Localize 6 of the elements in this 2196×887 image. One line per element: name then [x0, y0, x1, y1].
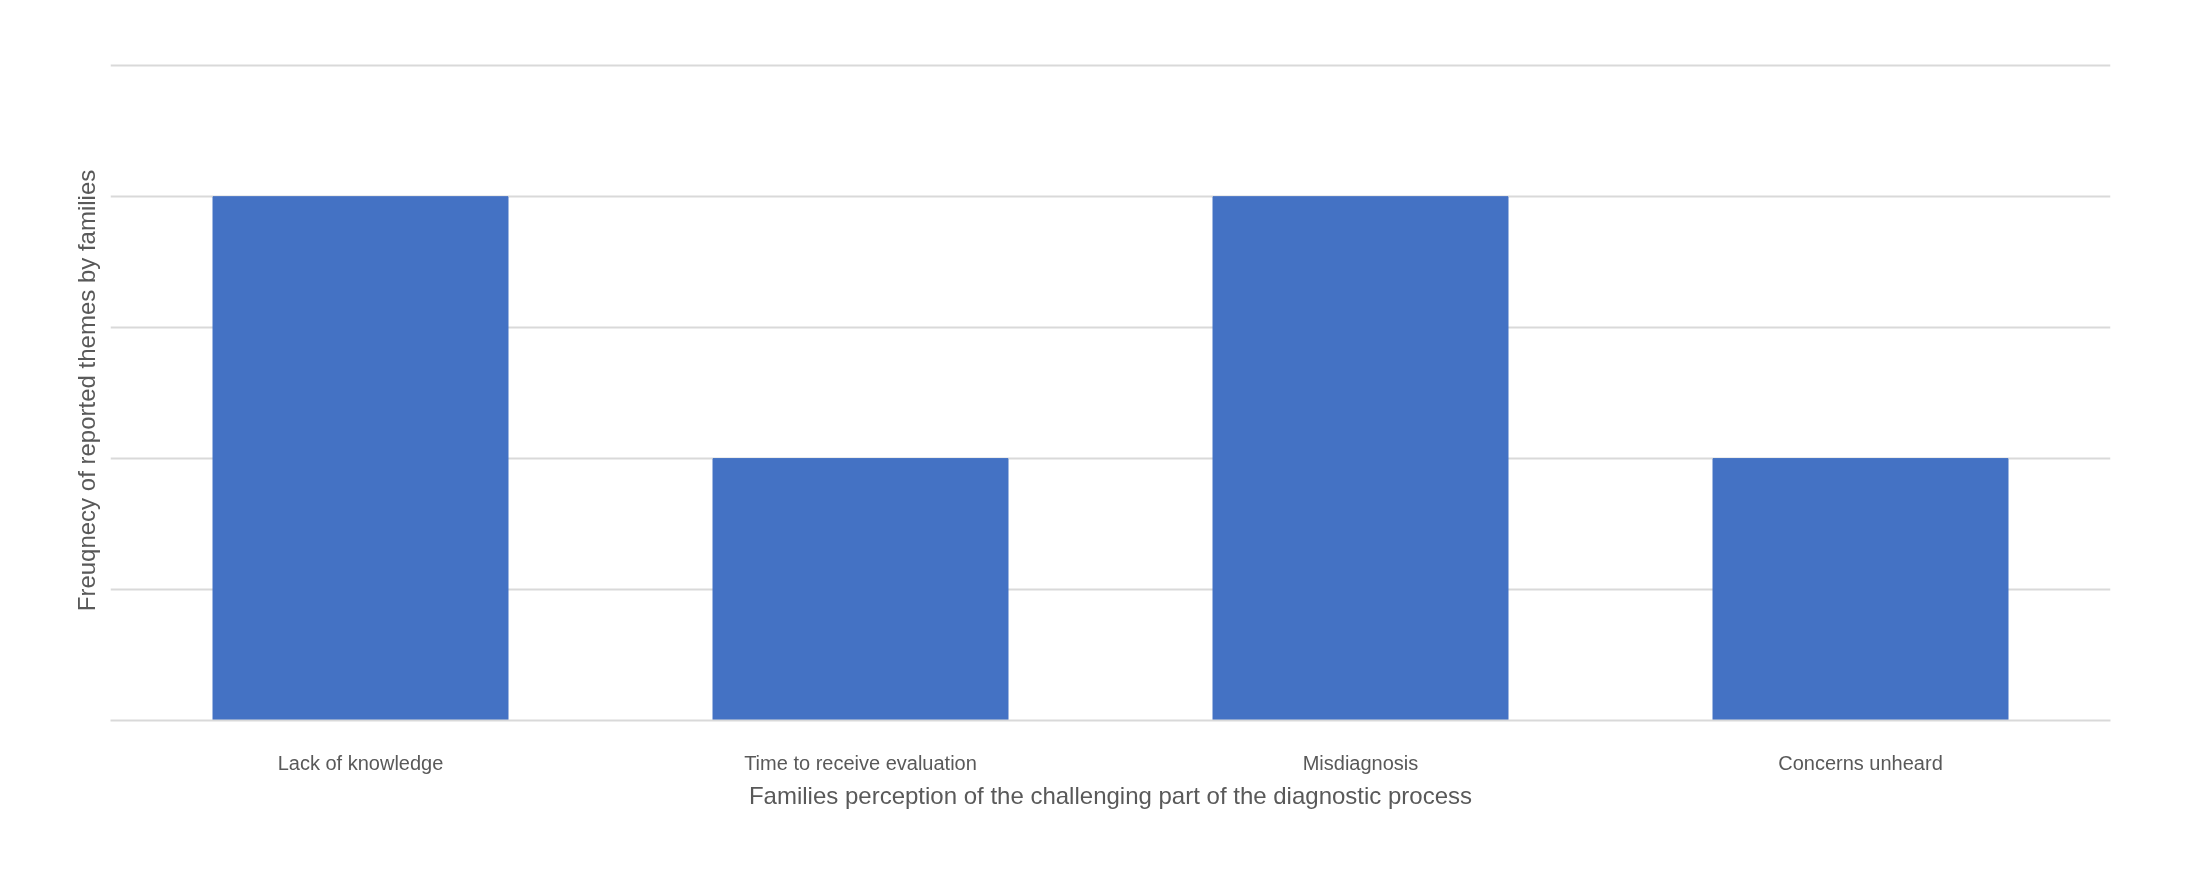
x-tick-label: Concerns unheard [1778, 751, 1943, 774]
x-tick-label: Misdiagnosis [1302, 751, 1419, 774]
x-tick-label: Lack of knowledge [277, 751, 444, 774]
x-tick-label: Time to receive evaluation [744, 751, 977, 774]
y-axis-title: Freuqnecy of reported themes by families [72, 169, 100, 612]
x-axis-title: Families perception of the challenging part of the diagnostic process [748, 781, 1473, 809]
